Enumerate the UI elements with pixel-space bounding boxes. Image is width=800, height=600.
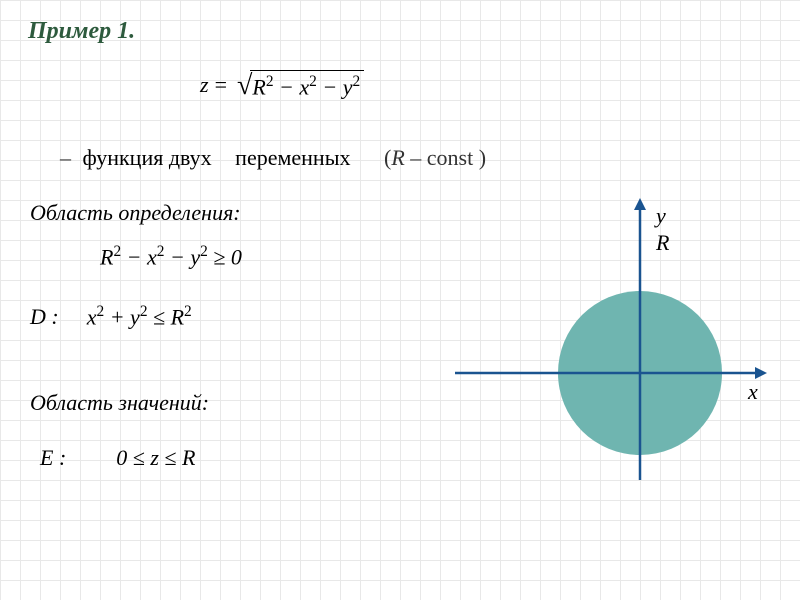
sqrt-expression: √ R2 − x2 − y2 xyxy=(237,70,364,100)
sqrt-symbol: √ xyxy=(237,72,252,100)
sqrt-inner: R2 − x2 − y2 xyxy=(250,70,364,100)
range-row: E : 0 ≤ z ≤ R xyxy=(40,445,195,471)
example-title: Пример 1. xyxy=(28,18,135,45)
subtitle-dash: – xyxy=(60,145,71,170)
subtitle-text1: функция двух xyxy=(83,145,212,170)
main-equation: z = √ R2 − x2 − y2 xyxy=(200,70,364,100)
domain-label: Область определения: xyxy=(30,200,241,226)
x-axis-arrow xyxy=(755,367,767,379)
axis-label-R: R xyxy=(655,230,670,255)
axis-label-y: y xyxy=(654,203,666,228)
subtitle-paren: (R – const ) xyxy=(384,145,486,170)
e-prefix: E : xyxy=(40,445,66,471)
y-axis-arrow xyxy=(634,198,646,210)
domain-row: D : x2 + y2 ≤ R2 xyxy=(30,303,192,330)
domain-inequality-1: R2 − x2 − y2 ≥ 0 xyxy=(100,243,242,270)
var-R: R xyxy=(391,145,404,170)
domain-inequality-2: x2 + y2 ≤ R2 xyxy=(87,303,192,330)
const-text: – const ) xyxy=(405,145,486,170)
d-prefix: D : xyxy=(30,304,59,330)
range-inequality: 0 ≤ z ≤ R xyxy=(116,445,195,471)
subtitle-text2: переменных xyxy=(235,145,350,170)
eq-equals: = xyxy=(215,72,227,98)
domain-chart: yRx xyxy=(450,195,770,485)
axis-label-x: x xyxy=(747,379,758,404)
range-label: Область значений: xyxy=(30,390,209,416)
eq-lhs: z xyxy=(200,72,209,98)
subtitle-line: – функция двух переменных (R – const ) xyxy=(60,145,486,171)
